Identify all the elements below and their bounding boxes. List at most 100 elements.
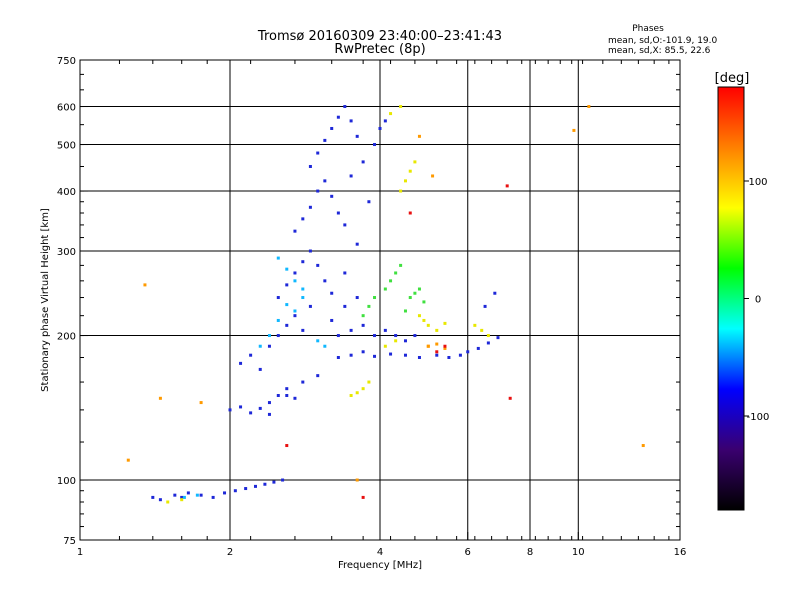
data-point <box>403 309 407 313</box>
y-tick-label: 750 <box>57 56 76 67</box>
data-point <box>223 491 227 495</box>
data-point <box>267 334 271 338</box>
data-point <box>373 296 377 300</box>
data-point <box>408 296 412 300</box>
y-tick-label: 600 <box>57 103 76 114</box>
data-point <box>285 303 289 307</box>
data-point <box>343 223 347 227</box>
data-point <box>361 495 365 499</box>
data-point <box>301 287 305 291</box>
data-point <box>126 458 130 462</box>
data-point <box>233 489 237 493</box>
data-point <box>199 401 203 405</box>
data-point <box>443 346 447 350</box>
data-point <box>355 296 359 300</box>
data-point <box>417 134 421 138</box>
data-point <box>587 105 591 109</box>
data-point <box>182 495 186 499</box>
data-point <box>244 487 248 491</box>
data-point <box>403 339 407 343</box>
data-point <box>293 229 297 233</box>
data-point <box>496 336 500 340</box>
data-point <box>378 126 382 130</box>
data-point <box>143 283 147 287</box>
data-point <box>285 387 289 391</box>
data-point <box>349 174 353 178</box>
data-point <box>301 296 305 300</box>
data-point <box>505 184 509 188</box>
data-point <box>301 328 305 332</box>
x-tick-label: 1 <box>77 547 83 558</box>
data-point <box>267 344 271 348</box>
data-point <box>349 394 353 398</box>
data-point <box>281 478 285 482</box>
data-point <box>493 291 497 295</box>
data-point <box>285 267 289 271</box>
x-tick-label: 8 <box>527 547 533 558</box>
data-point <box>285 444 289 448</box>
data-point <box>343 105 347 109</box>
data-point <box>466 350 470 354</box>
data-point <box>422 318 426 322</box>
data-point <box>399 105 403 109</box>
data-point <box>239 405 243 409</box>
data-point <box>343 304 347 308</box>
data-point <box>417 355 421 359</box>
data-point <box>330 126 334 130</box>
data-point <box>316 151 320 155</box>
data-point <box>336 115 340 119</box>
data-point <box>186 491 190 495</box>
data-point <box>285 394 289 398</box>
data-point <box>389 279 393 283</box>
colorbar-tick-label: 100 <box>748 177 767 188</box>
data-point <box>417 314 421 318</box>
data-point <box>399 189 403 193</box>
data-point <box>308 304 312 308</box>
data-point <box>323 179 327 183</box>
x-tick-label: 16 <box>674 547 687 558</box>
data-point <box>435 342 439 346</box>
data-point <box>431 174 435 178</box>
data-point <box>486 341 490 345</box>
data-point <box>361 387 365 391</box>
x-axis: 1 2 4 6 8 10 16 <box>77 60 687 558</box>
data-point <box>480 328 484 332</box>
y-tick-label: 200 <box>57 332 76 343</box>
data-point <box>389 352 393 356</box>
data-point <box>308 164 312 168</box>
colorbar-ticks: 100 0 -100 <box>744 177 769 423</box>
data-point <box>572 128 576 132</box>
data-point <box>394 339 398 343</box>
data-point <box>403 353 407 357</box>
data-point <box>458 353 462 357</box>
data-point <box>253 484 257 488</box>
y-tick-label: 400 <box>57 187 76 198</box>
data-point <box>258 344 262 348</box>
data-point <box>195 493 199 497</box>
colorbar-tick-label: 0 <box>755 295 761 306</box>
x-tick-label: 4 <box>377 547 383 558</box>
data-point <box>641 444 645 448</box>
data-point <box>399 263 403 267</box>
data-point <box>258 367 262 371</box>
data-point <box>413 291 417 295</box>
data-point <box>367 200 371 204</box>
colorbar-tick-label: -100 <box>747 412 770 423</box>
data-point <box>323 344 327 348</box>
data-point <box>293 309 297 313</box>
data-point <box>180 498 184 502</box>
data-point <box>349 353 353 357</box>
data-point <box>316 263 320 267</box>
data-point <box>158 396 162 400</box>
data-point <box>476 346 480 350</box>
data-point <box>408 211 412 215</box>
data-point <box>413 160 417 164</box>
data-point <box>343 271 347 275</box>
chart-subtitle: RwPretec (8p) <box>334 42 425 57</box>
data-point <box>308 249 312 253</box>
data-point <box>383 344 387 348</box>
data-point <box>435 353 439 357</box>
data-point <box>413 334 417 338</box>
data-point <box>323 279 327 283</box>
